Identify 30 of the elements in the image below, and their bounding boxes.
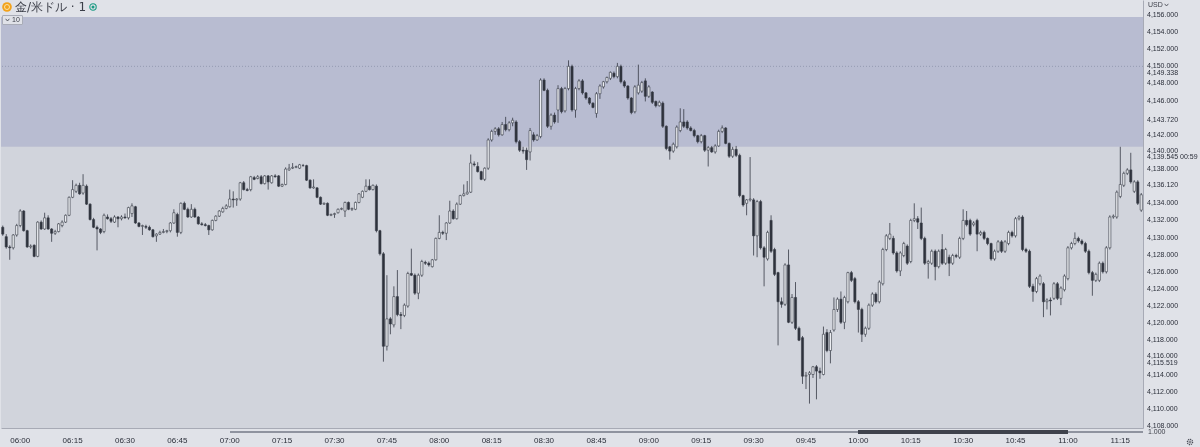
candlestick	[815, 364, 818, 400]
x-tick-label: 09:00	[638, 435, 660, 445]
x-tick-label: 06:45	[167, 435, 188, 445]
x-tick-label: 09:15	[691, 435, 712, 445]
x-tick-label: 07:00	[219, 435, 241, 445]
x-tick-label: 08:30	[534, 435, 555, 445]
candlestick	[940, 233, 944, 266]
x-tick-label: 09:30	[743, 435, 765, 445]
candlestick	[1014, 216, 1017, 238]
candlestick	[808, 370, 811, 404]
x-tick-label: 07:30	[324, 435, 346, 445]
x-tick-label: 08:45	[586, 435, 607, 445]
x-tick-label: 11:15	[1110, 435, 1131, 445]
x-tick-label: 11:00	[1058, 435, 1079, 445]
x-tick-label: 08:15	[481, 435, 503, 445]
x-tick-label: 08:00	[429, 435, 450, 445]
x-tick-label: 07:15	[272, 435, 293, 445]
candlestick	[413, 273, 417, 296]
x-tick-label: 10:15	[900, 435, 922, 445]
x-tick-label: 10:30	[953, 435, 974, 445]
x-tick-label: 06:15	[62, 435, 84, 445]
x-tick-label: 06:00	[10, 435, 31, 445]
candlestick	[141, 224, 144, 236]
candlestick	[937, 249, 941, 269]
x-tick-label: 10:45	[1005, 435, 1027, 445]
x-tick-label: 10:00	[848, 435, 869, 445]
x-tick-label: 09:45	[795, 435, 817, 445]
x-tick-label: 07:45	[376, 435, 398, 445]
chart-title: 金/米ドル · 1	[15, 0, 87, 14]
x-tick-label: 06:30	[114, 435, 136, 445]
